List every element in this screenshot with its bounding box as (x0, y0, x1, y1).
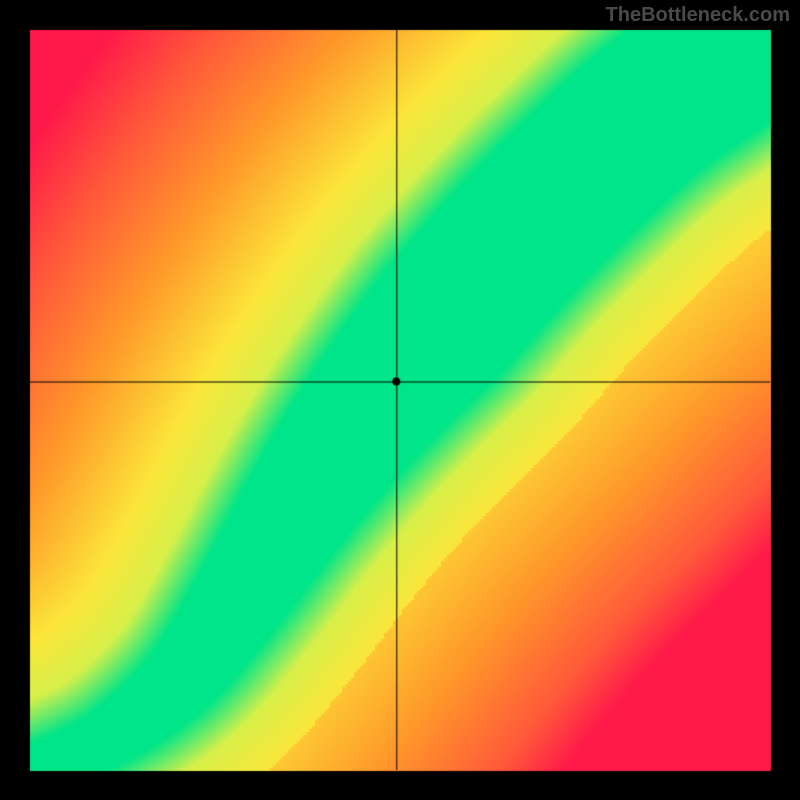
watermark-text: TheBottleneck.com (606, 4, 790, 27)
heatmap-canvas (0, 0, 800, 800)
chart-container: TheBottleneck.com (0, 0, 800, 800)
